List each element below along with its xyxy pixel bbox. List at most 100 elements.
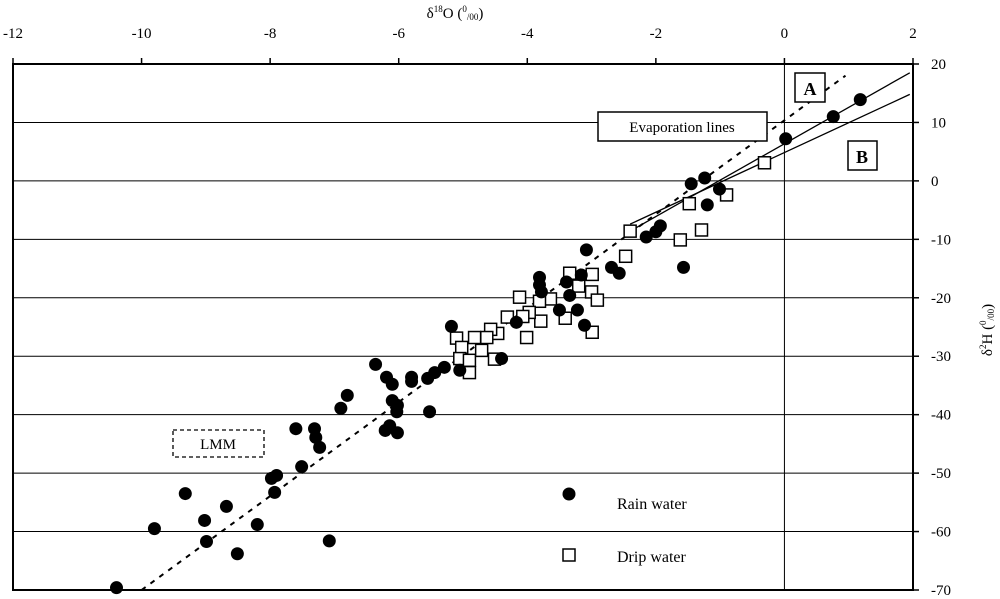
rain-water-point bbox=[495, 352, 509, 366]
rain-water-point bbox=[295, 460, 309, 474]
x-tick-label: -4 bbox=[521, 26, 534, 42]
y-axis-title: δ2H (0/00) bbox=[978, 304, 996, 356]
legend-drip-marker bbox=[562, 548, 576, 562]
y-tick-label: -70 bbox=[931, 583, 951, 599]
rain-water-point bbox=[570, 303, 584, 317]
drip-water-point bbox=[480, 330, 494, 345]
y-tick-label: 0 bbox=[931, 174, 939, 190]
rain-water-point bbox=[369, 357, 383, 371]
lmm-line bbox=[140, 74, 847, 591]
rain-water-point bbox=[322, 534, 336, 548]
x-tick-label: 2 bbox=[909, 26, 917, 42]
rain-water-point bbox=[563, 288, 577, 302]
rain-water-point bbox=[313, 440, 327, 454]
x-tick-label: -12 bbox=[3, 26, 23, 42]
svg-text:A: A bbox=[804, 79, 817, 99]
legend-rain-label: Rain water bbox=[617, 496, 687, 513]
rain-water-point bbox=[270, 468, 284, 482]
drip-water-point bbox=[534, 314, 548, 328]
rain-water-point bbox=[534, 285, 548, 299]
rain-water-point bbox=[578, 318, 591, 332]
svg-text:B: B bbox=[856, 147, 868, 167]
drip-water-point bbox=[512, 290, 527, 304]
rain-water-point bbox=[509, 315, 523, 329]
legend-rain-marker bbox=[562, 487, 576, 501]
drip-water-point bbox=[519, 330, 534, 345]
rain-water-point bbox=[268, 485, 282, 499]
rain-water-point bbox=[309, 430, 323, 444]
drip-water-point bbox=[462, 353, 477, 368]
legend: Rain water Drip water bbox=[562, 487, 687, 566]
svg-text:Evaporation lines: Evaporation lines bbox=[629, 120, 735, 136]
rain-water-point bbox=[230, 547, 244, 561]
grid-lines bbox=[13, 64, 913, 590]
rain-water-point bbox=[147, 522, 161, 536]
rain-water-point bbox=[423, 405, 437, 419]
y-tick-label: -30 bbox=[931, 349, 951, 365]
drip-water-point bbox=[467, 330, 482, 345]
y-tick-label: -40 bbox=[931, 408, 951, 424]
plot-frame bbox=[12, 63, 914, 591]
x-tick-label: -2 bbox=[650, 26, 663, 42]
drip-water-point bbox=[571, 279, 586, 293]
rain-water-point bbox=[605, 260, 618, 274]
rain-water-point bbox=[826, 110, 840, 124]
rain-water-point bbox=[779, 132, 793, 146]
rain-water-point bbox=[677, 260, 690, 274]
rain-water-point bbox=[579, 243, 593, 257]
drip-water-point bbox=[694, 223, 709, 237]
drip-water-point bbox=[585, 267, 599, 282]
lmm-label: LMM bbox=[172, 429, 265, 458]
legend-drip-label: Drip water bbox=[617, 549, 687, 566]
y-tick-label: 20 bbox=[931, 57, 946, 73]
rain-water-point bbox=[853, 93, 867, 107]
rain-water-point bbox=[700, 198, 714, 212]
rain-water-point bbox=[639, 230, 653, 244]
rain-water-point bbox=[428, 366, 442, 380]
rain-water-point bbox=[405, 374, 419, 388]
line-b-label: B bbox=[847, 140, 878, 171]
x-axis-title: δ18O (0/00) bbox=[427, 4, 484, 22]
evaporation-lines-label: Evaporation lines bbox=[597, 111, 768, 142]
drip-water-point bbox=[682, 196, 697, 211]
rain-water-point bbox=[453, 363, 467, 377]
drip-water-point bbox=[757, 156, 772, 170]
rain-water-point bbox=[198, 513, 212, 527]
rain-water-point bbox=[385, 377, 399, 391]
rain-water-point bbox=[560, 275, 573, 289]
rain-water-point bbox=[200, 534, 213, 548]
y-tick-label: -60 bbox=[931, 525, 951, 541]
y-tick-label: 10 bbox=[931, 115, 946, 131]
rain-water-point bbox=[334, 401, 348, 415]
rain-water-point bbox=[713, 182, 726, 196]
rain-water-point bbox=[574, 268, 588, 282]
x-tick-label: -10 bbox=[132, 26, 152, 42]
line-a-label: A bbox=[794, 72, 826, 103]
x-tick-label: -6 bbox=[392, 26, 405, 42]
drip-water-point bbox=[618, 249, 633, 264]
rain-water-point bbox=[250, 518, 264, 532]
rain-water-point bbox=[437, 360, 451, 374]
rain-water-point bbox=[552, 303, 566, 317]
data-points bbox=[110, 93, 867, 595]
drip-water-point bbox=[590, 293, 605, 307]
drip-water-point bbox=[454, 340, 469, 355]
rain-water-point bbox=[289, 422, 303, 436]
rain-water-point bbox=[698, 171, 712, 185]
rain-water-point bbox=[219, 499, 233, 513]
rain-water-point bbox=[444, 319, 458, 333]
drip-water-point bbox=[623, 224, 637, 238]
rain-water-point bbox=[653, 219, 667, 233]
rain-water-point bbox=[178, 487, 192, 501]
rain-water-point bbox=[390, 398, 404, 412]
drip-water-point bbox=[474, 343, 489, 358]
x-tick-label: -8 bbox=[264, 26, 277, 42]
x-tick-label: 0 bbox=[781, 26, 789, 42]
rain-water-point bbox=[340, 388, 354, 402]
y-tick-label: -50 bbox=[931, 466, 951, 482]
svg-text:LMM: LMM bbox=[200, 437, 236, 453]
y-tick-label: -10 bbox=[931, 232, 951, 248]
rain-water-point bbox=[390, 426, 404, 440]
